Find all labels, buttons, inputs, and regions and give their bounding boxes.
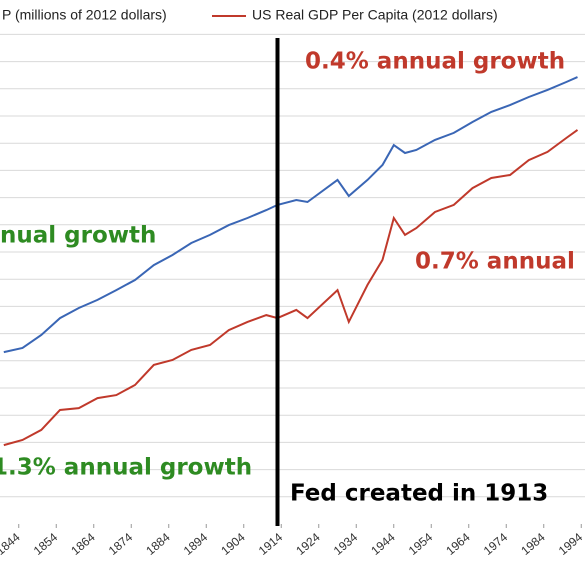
annotation: nual growth: [0, 223, 156, 249]
x-tick-label: 1864: [68, 530, 98, 558]
x-tick-label: 1924: [293, 530, 323, 558]
x-tick-label: 1954: [406, 530, 436, 558]
legend-label: P (millions of 2012 dollars): [2, 7, 167, 23]
annotation: 1.3% annual growth: [0, 455, 252, 481]
series-line: [3, 129, 579, 447]
x-tick-label: 1994: [556, 530, 585, 558]
x-tick-label: 1854: [31, 530, 61, 558]
legend-label: US Real GDP Per Capita (2012 dollars): [252, 7, 498, 23]
x-tick-label: 1914: [256, 530, 286, 558]
x-tick-label: 1934: [331, 530, 361, 558]
x-tick-label: 1884: [143, 530, 173, 558]
x-tick-label: 1904: [218, 530, 248, 558]
annotation: 0.7% annual: [415, 249, 575, 275]
annotation: Fed created in 1913: [290, 481, 548, 507]
series-line: [3, 76, 578, 354]
x-tick-label: 1874: [106, 530, 136, 558]
x-tick-label: 1974: [481, 530, 511, 558]
x-tick-label: 1944: [368, 530, 398, 558]
annotation: 0.4% annual growth: [305, 49, 565, 75]
x-tick-label: 1964: [443, 530, 473, 558]
x-tick-label: 1894: [181, 530, 211, 558]
x-tick-label: 1984: [518, 530, 548, 558]
x-tick-label: 1844: [0, 530, 23, 558]
